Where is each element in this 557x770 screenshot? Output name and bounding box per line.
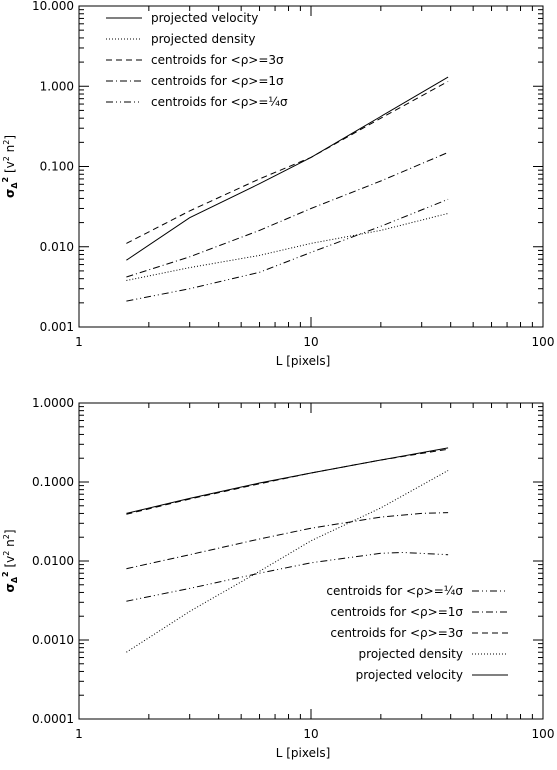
plot-frame: [78, 5, 544, 328]
y-tick-label: 0.100: [40, 160, 74, 174]
legend-label: projected velocity: [151, 11, 258, 25]
legend-label: projected density: [151, 32, 255, 46]
legend-label: centroids for <ρ>=¼σ: [326, 584, 463, 598]
y-tick-label: 0.0100: [32, 554, 74, 568]
legend-label: centroids for <ρ>=¼σ: [151, 95, 288, 109]
series-line-dotted: [126, 212, 449, 281]
series-line-dashdot: [126, 151, 449, 278]
x-tick-label: 100: [532, 335, 555, 349]
x-axis-label: L [pixels]: [276, 746, 331, 760]
series-line-dashed: [126, 448, 449, 515]
series-line-dashed: [126, 80, 449, 244]
y-tick-label: 0.010: [40, 240, 74, 254]
legend-label: centroids for <ρ>=3σ: [151, 53, 284, 67]
legend: projected velocity projected density centr…: [106, 11, 288, 109]
legend-label: centroids for <ρ>=1σ: [330, 605, 463, 619]
legend-label: centroids for <ρ>=3σ: [330, 626, 463, 640]
legend: centroids for <ρ>=¼σ centroids for <ρ>=1σ…: [326, 584, 508, 682]
series-line-dotted: [126, 470, 449, 653]
legend-label: centroids for <ρ>=1σ: [151, 74, 284, 88]
y-tick-label: 0.1000: [32, 475, 74, 489]
x-tick-label: 100: [532, 727, 555, 741]
y-tick-label: 10.000: [32, 0, 74, 13]
y-axis-label: σΔ2 [v2 n2]: [1, 135, 19, 198]
series-line-solid: [126, 447, 449, 514]
legend-label: projected density: [359, 647, 463, 661]
series-line-solid: [126, 76, 449, 261]
x-tick-label: 1: [75, 335, 83, 349]
series-line-dashdotdot: [126, 551, 449, 602]
x-tick-label: 10: [303, 335, 318, 349]
x-tick-label: 10: [303, 727, 318, 741]
y-axis-label: σΔ2 [v2 n2]: [1, 529, 19, 592]
y-tick-label: 1.0000: [32, 396, 74, 410]
series-line-dashdot: [126, 512, 449, 570]
y-tick-label: 1.000: [40, 79, 74, 93]
plot-frame: [78, 402, 544, 720]
y-tick-label: 0.0001: [32, 712, 74, 726]
legend-label: projected velocity: [356, 668, 463, 682]
y-tick-label: 0.001: [40, 320, 74, 334]
series-line-dashdotdot: [126, 198, 449, 302]
x-axis-label: L [pixels]: [276, 354, 331, 368]
x-tick-label: 1: [75, 727, 83, 741]
chart-panel-1: 1 10 100 0.001 0.010 0.100 1.000 10.000 L [pixel…: [1, 0, 554, 368]
chart-panel-2: 1 10 100 0.0001 0.0010 0.0100 0.1000 1.0000 L [p…: [1, 396, 554, 760]
y-tick-label: 0.0010: [32, 633, 74, 647]
